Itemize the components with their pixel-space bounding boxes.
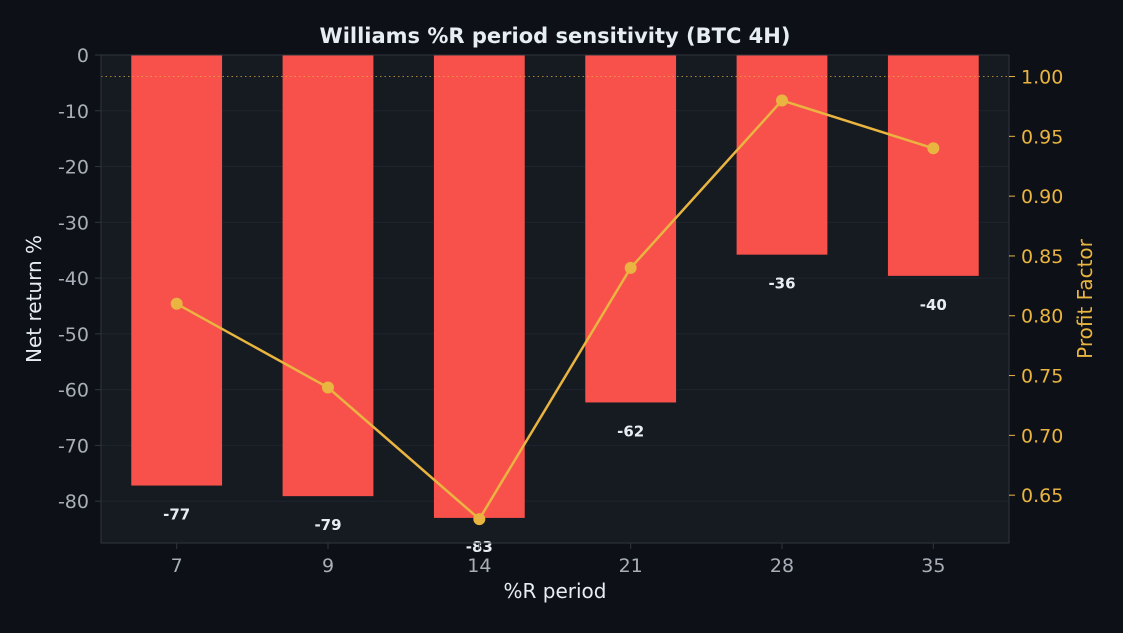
line-point xyxy=(170,297,183,310)
y2-tick-label: 0.70 xyxy=(1021,425,1063,447)
x-tick-label: 9 xyxy=(322,555,334,577)
bar xyxy=(736,55,828,255)
plot-frame xyxy=(100,54,1010,544)
x-axis-label: %R period xyxy=(504,579,607,603)
y-tick-label: -50 xyxy=(58,324,89,346)
y2-tick-label: 0.80 xyxy=(1021,306,1063,328)
chart-title: Williams %R period sensitivity (BTC 4H) xyxy=(320,24,791,48)
x-tick-label: 7 xyxy=(171,555,183,577)
y2-tick-label: 0.75 xyxy=(1021,366,1063,388)
right-axis-ticks: 0.65 0.70 0.75 0.80 0.85 0.90 0.95 1.00 xyxy=(1009,67,1063,507)
line-point xyxy=(927,142,940,155)
line-series xyxy=(170,94,940,526)
bar-data-label: -40 xyxy=(920,296,947,314)
y-tick-label: -80 xyxy=(58,491,89,513)
plot-area xyxy=(101,55,1009,543)
y-axis-label: Net return % xyxy=(22,235,46,363)
y2-tick-label: 0.65 xyxy=(1021,485,1063,507)
bar-data-labels: -77-79-83-62-36-40 xyxy=(163,275,947,556)
y-tick-label: -60 xyxy=(58,380,89,402)
bar-data-label: -36 xyxy=(768,275,795,293)
y2-tick-label: 0.90 xyxy=(1021,186,1063,208)
y-tick-label: -70 xyxy=(58,435,89,457)
y2-tick-label: 0.95 xyxy=(1021,126,1063,148)
x-axis-ticks: 7 9 14 21 28 35 xyxy=(171,543,945,577)
line-point xyxy=(473,513,486,526)
gridlines xyxy=(101,54,1009,502)
y-tick-label: -30 xyxy=(58,212,89,234)
y-tick-label: 0 xyxy=(77,45,89,67)
line-point xyxy=(624,261,637,274)
line-point xyxy=(322,381,334,394)
y2-tick-label: 0.85 xyxy=(1021,246,1063,268)
y2-axis-label: Profit Factor xyxy=(1073,238,1097,359)
x-tick-label: 14 xyxy=(467,555,491,577)
bar xyxy=(282,55,374,497)
bar-data-label: -77 xyxy=(163,506,190,524)
y-tick-label: -20 xyxy=(58,157,89,179)
x-tick-label: 35 xyxy=(921,555,945,577)
y-tick-label: -10 xyxy=(58,101,89,123)
line-point xyxy=(776,94,788,107)
bar xyxy=(887,55,979,276)
x-tick-label: 21 xyxy=(619,555,643,577)
bar-data-label: -62 xyxy=(617,422,644,440)
bar-series xyxy=(131,55,979,518)
bar-data-label: -79 xyxy=(314,516,341,534)
left-axis-ticks: 0 -10 -20 -30 -40 -50 -60 -70 -80 xyxy=(58,45,101,513)
profit-factor-line xyxy=(176,99,934,521)
bar xyxy=(131,55,223,486)
y-tick-label: -40 xyxy=(58,268,89,290)
y2-tick-label: 1.00 xyxy=(1021,67,1063,89)
bar xyxy=(585,55,677,403)
bar xyxy=(433,55,525,518)
x-tick-label: 28 xyxy=(770,555,794,577)
